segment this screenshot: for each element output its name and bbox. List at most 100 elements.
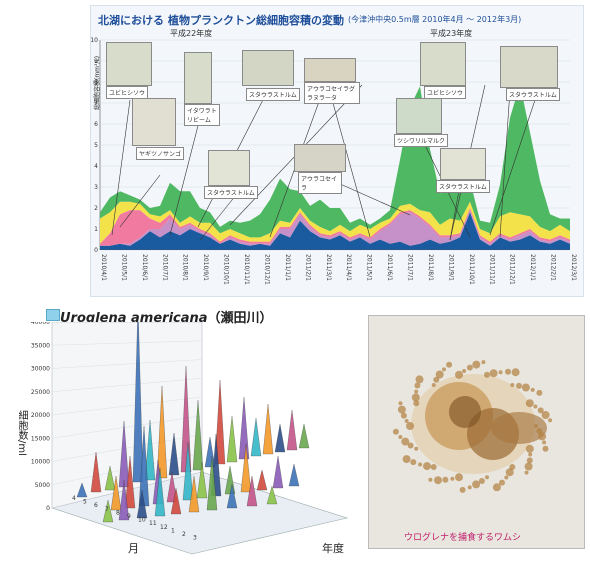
photo-7 [294,144,346,172]
spike [192,399,204,471]
y-tick-label: 40000 [31,322,50,326]
colony-cell [524,462,533,471]
photo-label-2: ヤギツノサンゴ [136,147,185,160]
uroglena-3d-chart: 0 5000 10000 15000 20000 25000 30000 35000 40000… [31,322,349,555]
x-tick-label: 2011/7/1 [407,254,414,281]
colony-cell [467,485,472,490]
x-tick-label: 2010/4/1 [100,254,107,281]
colony-cell [442,476,449,483]
colony-cell [428,477,433,482]
y-tick-label: 30000 [31,366,50,373]
y-tick-label: 20000 [31,412,50,419]
colony-cell [534,424,538,428]
colony-cell [510,383,515,387]
colony-cell [492,483,501,492]
colony-cell [402,455,411,464]
spike [168,432,180,476]
y-tick-label: 0 [94,247,98,254]
photo-5 [304,58,356,82]
colony-cell [526,457,533,464]
colony-cell [418,462,423,467]
spike [170,487,182,515]
x-tick-label: 2011/10/1 [468,254,475,285]
colony-cell [511,368,520,377]
spike [196,461,208,499]
colony-cell [407,442,414,449]
month-tick-label: 6 [94,502,98,509]
photo-label-1: ユビヒシソウ [106,86,149,99]
photo-label-10: ツシワリルマルク [394,134,449,147]
month-tick-label: 3 [193,535,197,542]
colony-cells [392,360,553,493]
spike [286,409,298,451]
colony-cell [472,480,481,489]
spike [214,379,226,465]
y-tick-label: 5 [94,142,98,149]
spike [226,415,238,463]
y-tick-label: 0 [46,505,50,512]
area-series-1 [100,210,570,246]
y-tick-label: 3 [94,184,98,191]
month-tick-label: 10 [138,517,146,524]
wall-gridline [51,340,203,346]
spike [250,417,262,457]
colony-cell [481,360,486,365]
x-tick-label: 2011/5/1 [366,254,373,281]
month-tick-label: 4 [72,495,76,502]
month-tick-label: 9 [127,513,131,520]
x-tick-label: 2010/8/1 [182,254,189,281]
spike [132,322,144,483]
x-tick-label: 2011/9/1 [447,254,454,281]
colony-cell [521,383,530,392]
y-tick-label: 4 [94,163,98,170]
spike [156,385,168,479]
spike [288,463,300,487]
spike [76,482,88,498]
uroglena-ylabel: 細胞数/ml [16,410,27,456]
x-tick-label: 2011/4/1 [345,254,352,281]
colony-cell [498,370,503,375]
spike [188,475,200,513]
colony-cell [401,437,410,446]
y-tick-label: 15000 [31,435,50,442]
colony-cell [446,361,453,368]
colony-cell [484,371,490,378]
x-tick-label: 2011/12/1 [509,254,516,285]
month-tick-label: 12 [160,524,168,531]
colony-cell [504,475,509,480]
spike [246,475,258,507]
y-tick-label: 35000 [31,342,50,349]
colony-cell [478,478,485,484]
colony-cell [442,367,446,372]
colony-cell [415,375,424,384]
colony-cell [541,411,550,419]
colony-cell [505,468,514,477]
x-tick-label: 2011/8/1 [427,254,434,281]
wall-gridline [51,359,203,369]
colony-cell [433,376,440,383]
x-tick-label: 2011/1/1 [284,254,291,281]
top-chart-title-left: 北湖における [98,14,164,27]
colony-cell [525,399,534,408]
month-tick-label: 1 [171,527,175,534]
colony-cell [524,470,529,475]
spike [110,475,122,511]
spike [266,485,278,505]
photo-label-7: アウラコセイラ [298,172,342,194]
wall-gridline [51,396,203,416]
y-tick-label: 2 [94,205,98,212]
colony-cell [431,383,436,387]
3d-spikes [76,322,310,523]
colony-cell [410,459,417,466]
spike [182,441,194,501]
photo-label-3: イタワラトリビーム [184,104,220,126]
colony-cell [542,445,549,452]
spike [204,436,216,468]
month-tick-label: 2 [182,531,186,538]
colony-cell [392,428,399,435]
photo-4 [242,50,294,86]
top-chart-title-note: (今津沖中央0.5m層 2010年4月 〜 2012年3月) [348,15,522,24]
colony-cell [398,401,403,406]
colony-cell [455,370,463,379]
